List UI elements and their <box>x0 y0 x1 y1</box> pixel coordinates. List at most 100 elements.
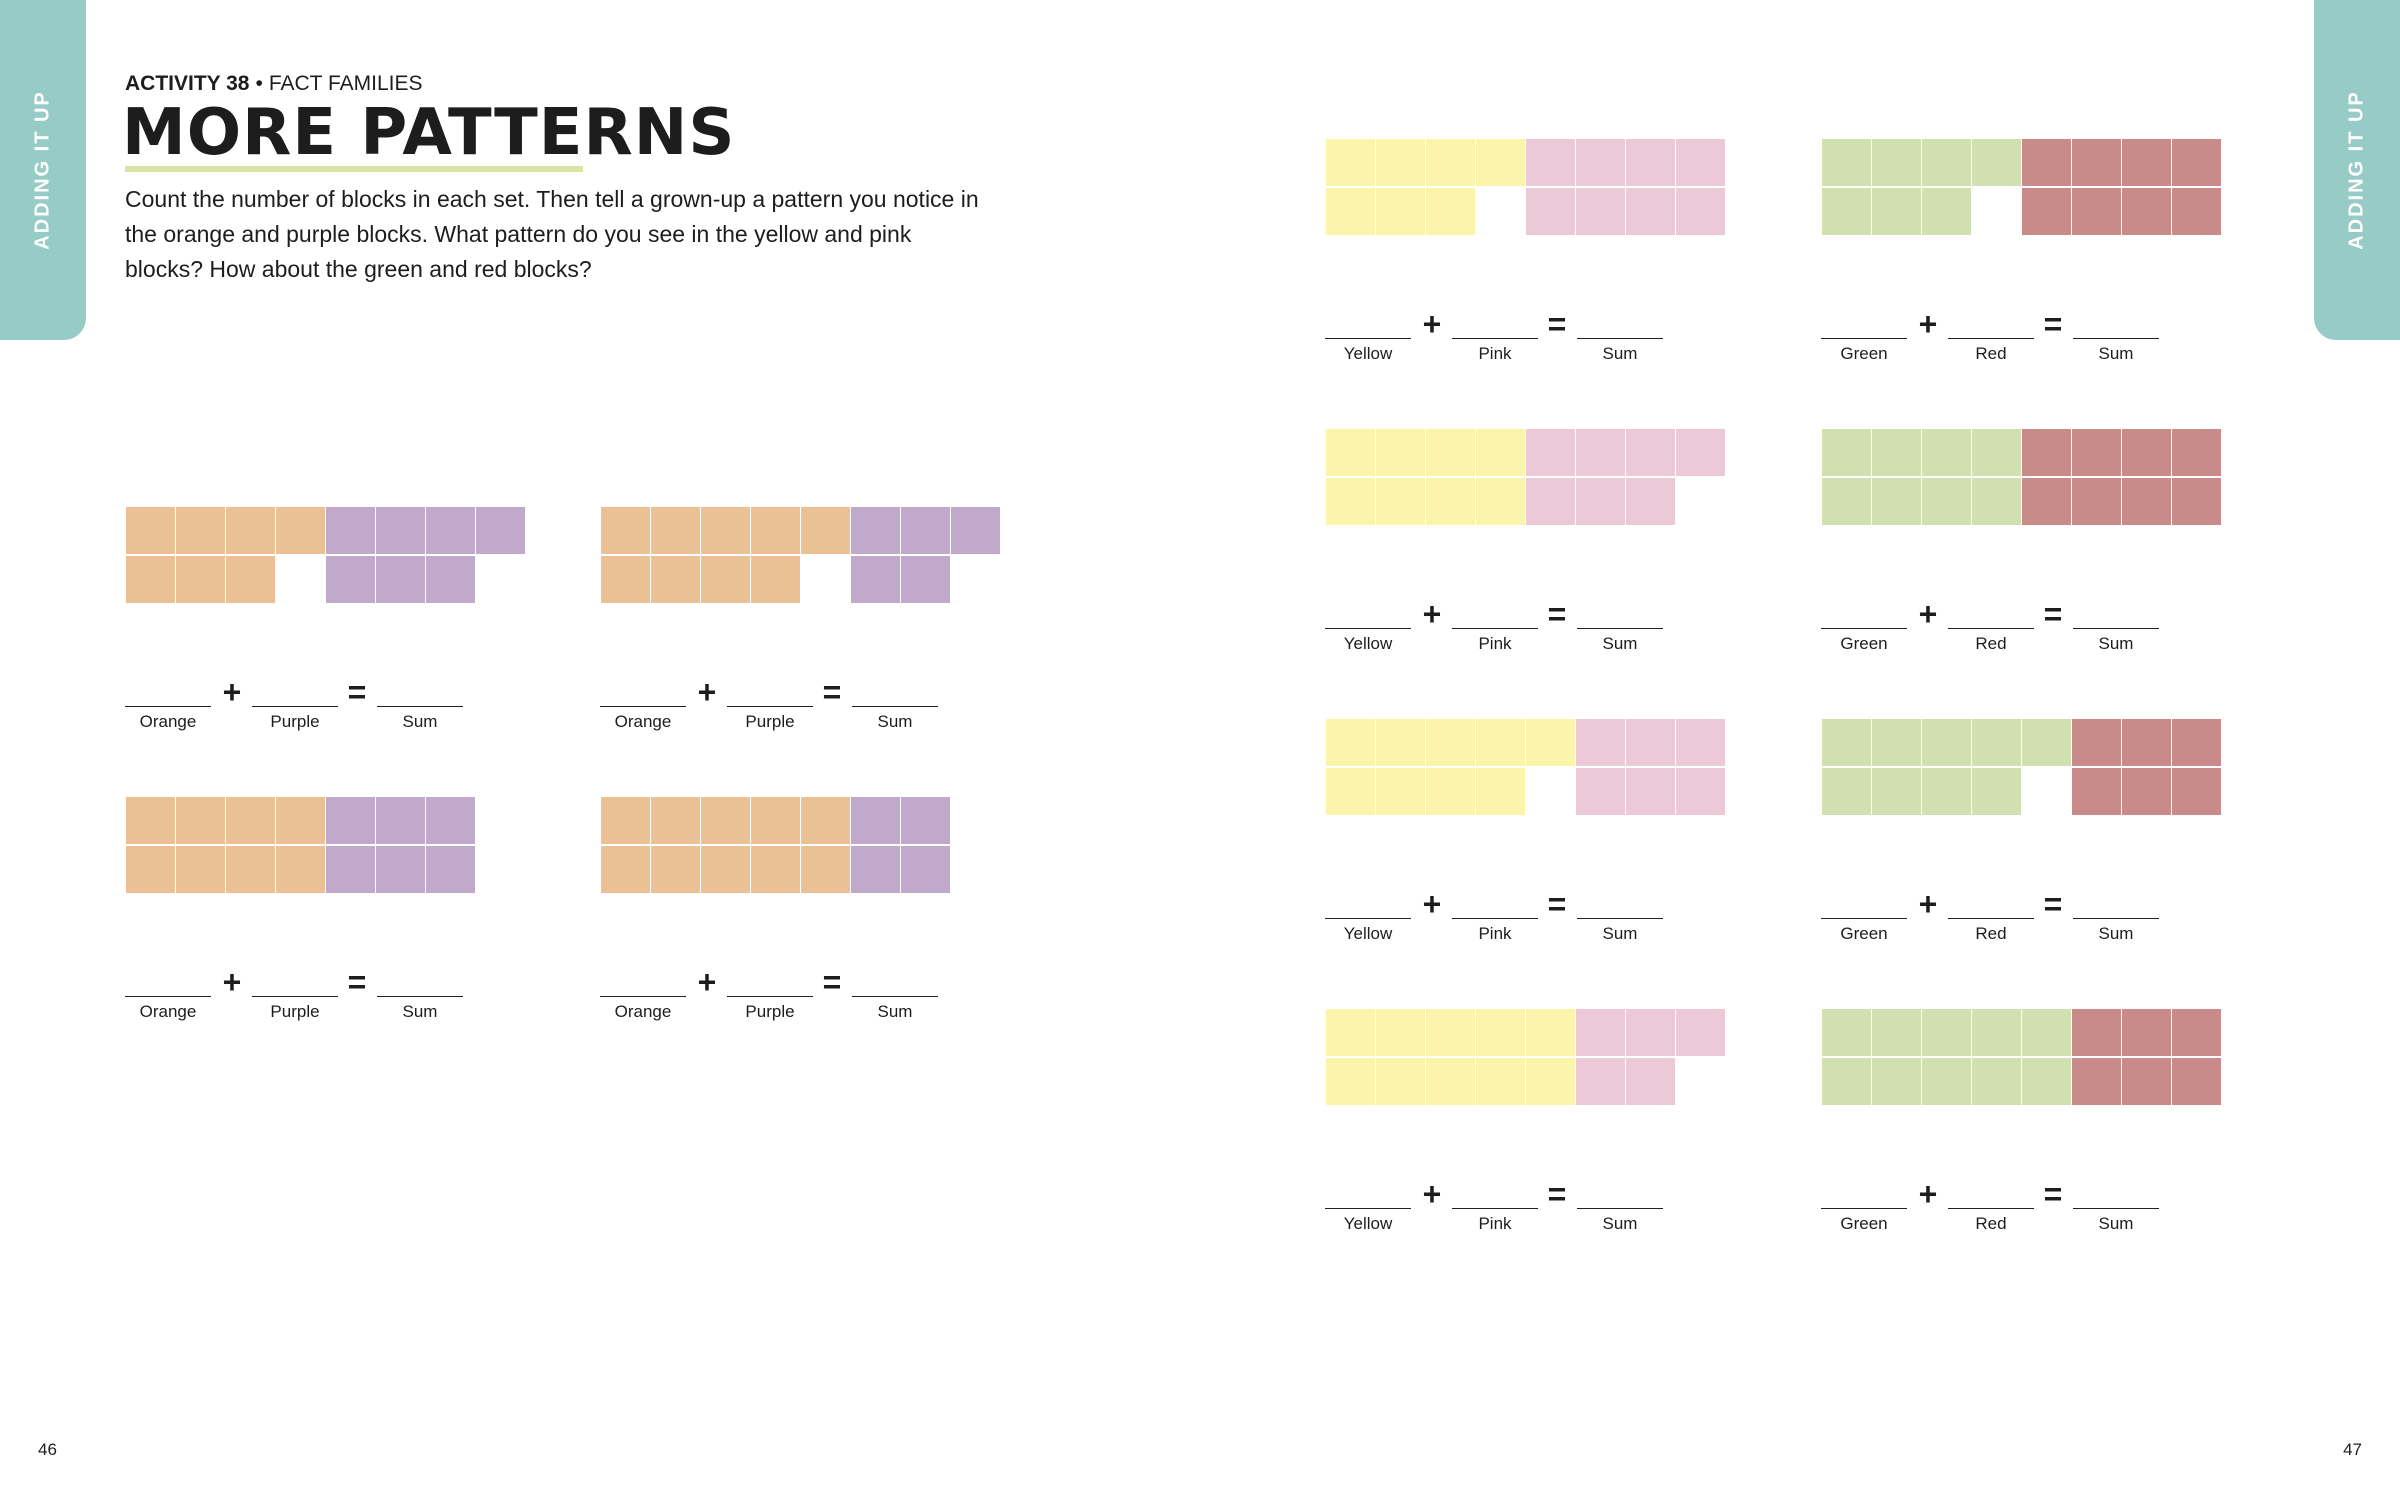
addend-b-blank[interactable] <box>1948 628 2034 629</box>
addend-b-blank[interactable] <box>1948 918 2034 919</box>
orange-block <box>651 556 700 603</box>
empty-space <box>951 797 1000 844</box>
green-block <box>1922 188 1971 235</box>
addend-b-label: Red <box>1975 344 2007 363</box>
addend-b-blank[interactable] <box>1452 628 1538 629</box>
green-block <box>1922 478 1971 525</box>
sum-blank[interactable] <box>1577 628 1663 629</box>
green-block <box>1872 429 1921 476</box>
red-block <box>2122 1009 2171 1056</box>
addend-a-blank[interactable] <box>1821 338 1907 339</box>
pink-block <box>1576 1058 1625 1105</box>
pink-block <box>1576 139 1625 186</box>
addend-b-blank[interactable] <box>1452 918 1538 919</box>
addend-b-blank[interactable] <box>1948 1208 2034 1209</box>
yellow-block <box>1326 1009 1375 1056</box>
yellow-block <box>1376 478 1425 525</box>
orange-block <box>801 507 850 554</box>
red-block <box>2122 188 2171 235</box>
yellow-block <box>1526 1058 1575 1105</box>
green-block <box>2022 719 2071 766</box>
sum-blank[interactable] <box>2073 918 2159 919</box>
orange-block <box>751 556 800 603</box>
empty-space <box>1526 768 1575 815</box>
yellow-block <box>1326 139 1375 186</box>
pink-block <box>1576 429 1625 476</box>
red-block <box>2172 768 2221 815</box>
addend-a-blank[interactable] <box>1325 918 1411 919</box>
green-block <box>1822 429 1871 476</box>
green-block <box>1822 139 1871 186</box>
equals-sign: = <box>822 674 842 710</box>
addend-a-blank[interactable] <box>600 996 686 997</box>
addend-a-blank[interactable] <box>125 706 211 707</box>
purple-block <box>901 507 950 554</box>
empty-space <box>951 556 1000 603</box>
yellow-block <box>1326 768 1375 815</box>
yellow-block <box>1526 1009 1575 1056</box>
sum-blank[interactable] <box>2073 1208 2159 1209</box>
addend-b-label: Pink <box>1478 344 1512 363</box>
addend-b-blank[interactable] <box>252 996 338 997</box>
addend-a-blank[interactable] <box>1821 918 1907 919</box>
plus-sign: + <box>1918 886 1938 922</box>
sum-blank[interactable] <box>1577 1208 1663 1209</box>
green-block <box>1872 478 1921 525</box>
plus-sign: + <box>1422 1176 1442 1212</box>
addend-a-blank[interactable] <box>600 706 686 707</box>
sum-label: Sum <box>1602 344 1638 363</box>
sum-blank[interactable] <box>852 706 938 707</box>
yellow-block <box>1426 1058 1475 1105</box>
yellow-block <box>1376 768 1425 815</box>
empty-space <box>476 797 525 844</box>
green-block <box>1822 188 1871 235</box>
addend-b-blank[interactable] <box>727 996 813 997</box>
green-block <box>1872 188 1921 235</box>
side-tab-right: ADDING IT UP <box>2314 0 2400 340</box>
red-block <box>2172 1009 2221 1056</box>
sum-blank[interactable] <box>2073 338 2159 339</box>
addend-b-blank[interactable] <box>1452 338 1538 339</box>
pink-block <box>1626 139 1675 186</box>
orange-block <box>226 507 275 554</box>
pink-block <box>1526 429 1575 476</box>
equals-sign: = <box>2043 1176 2063 1212</box>
sum-blank[interactable] <box>1577 918 1663 919</box>
block-grid <box>1822 139 2221 235</box>
red-block <box>2172 478 2221 525</box>
addend-a-blank[interactable] <box>1325 1208 1411 1209</box>
addend-b-blank[interactable] <box>252 706 338 707</box>
purple-block <box>376 797 425 844</box>
purple-block <box>951 507 1000 554</box>
orange-block <box>701 507 750 554</box>
sum-blank[interactable] <box>1577 338 1663 339</box>
sum-blank[interactable] <box>2073 628 2159 629</box>
green-block <box>1922 768 1971 815</box>
addend-a-blank[interactable] <box>1821 628 1907 629</box>
pink-block <box>1526 478 1575 525</box>
green-block <box>1972 1058 2021 1105</box>
yellow-block <box>1426 719 1475 766</box>
addend-b-blank[interactable] <box>727 706 813 707</box>
addend-a-blank[interactable] <box>1821 1208 1907 1209</box>
sum-blank[interactable] <box>377 996 463 997</box>
addend-b-blank[interactable] <box>1948 338 2034 339</box>
addend-b-blank[interactable] <box>1452 1208 1538 1209</box>
red-block <box>2072 1058 2121 1105</box>
purple-block <box>901 846 950 893</box>
equals-sign: = <box>822 964 842 1000</box>
plus-sign: + <box>1422 886 1442 922</box>
sum-blank[interactable] <box>377 706 463 707</box>
equation-row: Yellow Pink Sum + = <box>1325 886 1670 952</box>
addend-a-blank[interactable] <box>1325 338 1411 339</box>
page-number-right: 47 <box>2343 1440 2362 1459</box>
addend-a-blank[interactable] <box>1325 628 1411 629</box>
orange-block <box>276 797 325 844</box>
empty-space <box>276 556 325 603</box>
sum-blank[interactable] <box>852 996 938 997</box>
yellow-block <box>1476 429 1525 476</box>
equation-row: Yellow Pink Sum + = <box>1325 306 1670 372</box>
addend-a-blank[interactable] <box>125 996 211 997</box>
orange-block <box>601 797 650 844</box>
block-grid <box>601 507 1000 603</box>
